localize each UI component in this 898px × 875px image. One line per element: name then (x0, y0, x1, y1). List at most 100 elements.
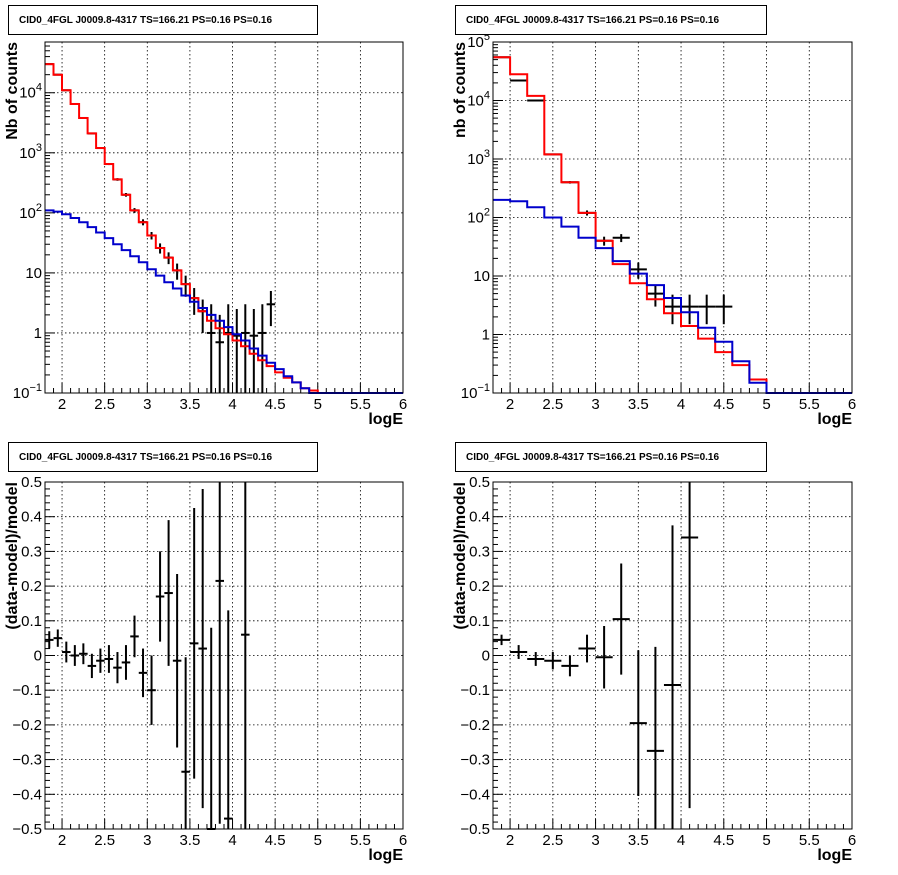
data-point (258, 304, 267, 393)
data-point (198, 488, 207, 809)
data-point (79, 643, 88, 665)
data-point (681, 482, 699, 809)
tick-label: −0.2 (460, 717, 490, 734)
chart-title-4: CID0_4FGL J0009.8-4317 TS=166.21 PS=0.16… (455, 442, 767, 472)
tick-label: 4 (228, 396, 236, 413)
data-point (62, 641, 71, 663)
data-point (224, 610, 233, 829)
tick-label: 4.5 (265, 396, 286, 413)
data-point (155, 551, 165, 642)
data-point (527, 652, 545, 666)
tick-label: 2 (506, 832, 514, 849)
tick-label: 2.5 (542, 832, 563, 849)
data-point (215, 314, 224, 393)
tick-label: −0.1 (460, 682, 490, 699)
tick-label: 2 (58, 396, 66, 413)
tick-label: 3.5 (628, 832, 649, 849)
data-point (138, 648, 148, 698)
data-point (266, 290, 276, 327)
tick-label: 0.5 (469, 474, 490, 491)
y-axis-label: (data-model)/model (4, 482, 21, 630)
tick-label: 2 (58, 832, 66, 849)
data-point (147, 655, 156, 725)
tick-label: 3.5 (628, 396, 649, 413)
data-point (87, 653, 97, 679)
chart-title-1: CID0_4FGL J0009.8-4317 TS=166.21 PS=0.16… (8, 5, 318, 35)
tick-label: 104 (19, 82, 42, 102)
data-point (241, 304, 250, 393)
tick-label: 102 (467, 207, 490, 227)
tick-label: 2.5 (94, 396, 115, 413)
data-point (493, 634, 511, 646)
tick-label: −0.5 (12, 821, 42, 838)
plot-frame (492, 41, 853, 394)
tick-label: 1 (482, 327, 490, 344)
data-point (527, 99, 545, 102)
tick-label: 5.5 (799, 832, 820, 849)
data-point (612, 563, 630, 675)
tick-label: 103 (19, 142, 42, 162)
data-point (663, 525, 682, 829)
tick-label: 5 (762, 396, 770, 413)
tick-label: 102 (19, 202, 42, 222)
tick-label: 2 (506, 396, 514, 413)
data-point (45, 631, 54, 649)
data-point (172, 573, 182, 748)
data-point (698, 294, 716, 325)
data-point (561, 655, 579, 677)
tick-label: 1 (34, 325, 42, 342)
tick-label: 6 (399, 396, 407, 413)
data-point (164, 520, 173, 666)
source-model-line (493, 198, 852, 394)
tick-label: 10−1 (13, 382, 42, 402)
y-axis-label: (data-model)/model (452, 482, 469, 630)
tick-label: 4.5 (713, 396, 734, 413)
tick-label: 5 (762, 832, 770, 849)
x-axis-label: logE (817, 847, 852, 864)
total-model-line (45, 63, 403, 394)
data-point (241, 482, 250, 829)
data-point (130, 615, 139, 658)
data-point (198, 299, 207, 333)
data-point (629, 262, 647, 279)
tick-label: 5 (314, 396, 322, 413)
tick-label: −0.3 (12, 752, 42, 769)
data-point (510, 645, 528, 659)
tick-label: 0.5 (21, 474, 42, 491)
tick-label: 3 (143, 832, 151, 849)
x-axis-label: logE (368, 411, 403, 428)
data-point (181, 657, 190, 829)
x-axis-label: logE (368, 847, 403, 864)
chart-panel-3: 2 2.5 3 3.5 4 4.5 5 5.5 6 −0.5 −0.4 −0.3 −0.2 −0.1 0 0.… (4, 474, 407, 864)
data-point (232, 309, 242, 393)
plot-frame (44, 41, 404, 394)
tick-label: 0 (34, 648, 42, 665)
tick-label: 104 (467, 90, 490, 110)
tick-label: 0.3 (21, 543, 42, 560)
data-point (104, 645, 114, 673)
tick-label: 5 (314, 832, 322, 849)
tick-label: −0.1 (12, 682, 42, 699)
tick-label: 3.5 (179, 396, 200, 413)
chart-panel-2: 2 2.5 3 3.5 4 4.5 5 5.5 6 10−1 1 10 102 103 104 105 logE… (452, 31, 856, 428)
tick-label: 0.4 (469, 509, 490, 526)
tick-label: 10 (25, 265, 42, 282)
data-point (629, 650, 647, 797)
data-point (206, 304, 216, 393)
data-point (715, 294, 733, 325)
data-point (681, 294, 699, 325)
data-point (663, 294, 682, 325)
chart-panel-4: 2 2.5 3 3.5 4 4.5 5 5.5 6 −0.5 −0.4 −0.3 −0.2 −0.1 0 0.… (452, 474, 856, 864)
tick-label: 4 (677, 832, 685, 849)
data-point (172, 263, 182, 280)
tick-label: 4 (228, 832, 236, 849)
tick-label: −0.4 (12, 786, 42, 803)
tick-label: 0.3 (469, 543, 490, 560)
data-point (646, 646, 664, 829)
x-axis-label: logE (817, 411, 852, 428)
chart-title-2: CID0_4FGL J0009.8-4317 TS=166.21 PS=0.16… (455, 5, 767, 35)
total-model-line (493, 56, 852, 394)
data-point (215, 482, 224, 824)
tick-label: −0.5 (460, 821, 490, 838)
